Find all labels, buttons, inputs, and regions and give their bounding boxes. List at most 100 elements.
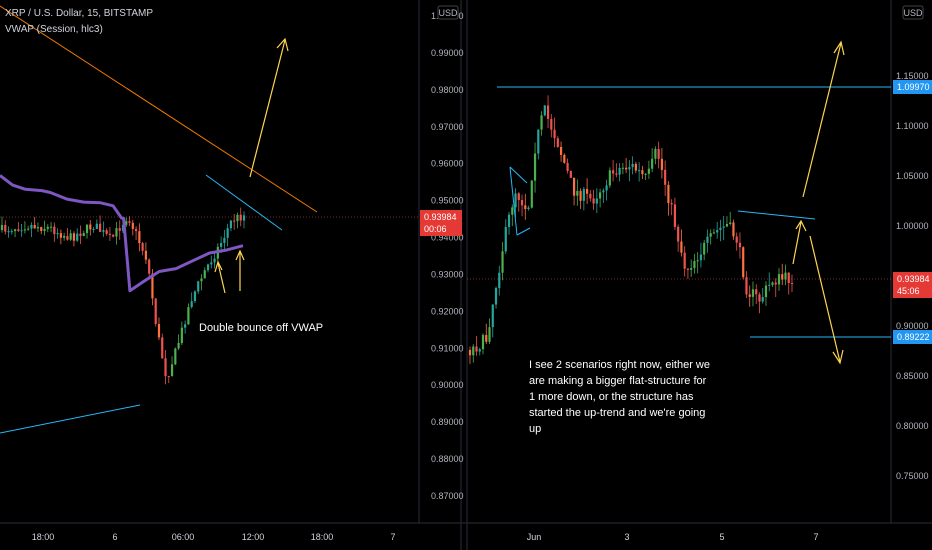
left-y-tick-2: 0.89000 [431, 417, 464, 427]
right-y-tick-6: 1.05000 [896, 171, 929, 181]
left-candle-43 [141, 241, 144, 256]
right-candle-46 [618, 163, 621, 182]
right-candle-68 [690, 259, 693, 277]
right-candle-81 [732, 219, 735, 240]
left-x-tick-1: 6 [112, 532, 117, 542]
right-candle-79 [725, 216, 729, 228]
right-candle-30 [566, 158, 569, 174]
right-currency-box[interactable] [902, 5, 924, 20]
left-candle-50 [164, 349, 167, 385]
left-candle-57 [187, 303, 190, 325]
right-candle-65 [680, 229, 683, 257]
left-candle-17 [56, 228, 59, 239]
left-candle-3 [10, 228, 13, 235]
left-candle-72 [236, 212, 239, 229]
right-candle-85 [745, 271, 748, 298]
right-candle-61 [667, 181, 670, 216]
right-short-up-arrow [792, 219, 807, 265]
right-candle-91 [764, 281, 768, 306]
right-candle-54 [644, 173, 647, 181]
left-y-tick-9: 0.96000 [431, 159, 464, 169]
left-candle-33 [108, 226, 112, 241]
left-candle-53 [174, 347, 177, 366]
left-candle-42 [138, 223, 141, 252]
right-candle-11 [504, 219, 507, 255]
right-candle-71 [699, 242, 703, 268]
right-candle-1 [472, 344, 475, 363]
left-candle-45 [148, 258, 151, 280]
left-candle-19 [63, 232, 66, 241]
right-candle-57 [654, 146, 657, 165]
left-flag-line [205, 174, 283, 231]
left-candle-40 [131, 219, 134, 236]
left-candle-15 [49, 221, 53, 233]
right-early-flag-left [509, 166, 518, 236]
right-candle-51 [634, 161, 637, 174]
left-x-tick-labels: 18:00 6 06:00 12:00 18:00 7 [32, 532, 396, 542]
left-candle-26 [85, 224, 89, 239]
right-candle-14 [514, 188, 517, 218]
right-candle-40 [599, 188, 602, 208]
right-candle-49 [628, 160, 631, 182]
left-candle-14 [46, 224, 49, 233]
right-candle-31 [569, 170, 572, 178]
right-x-tick-labels: Jun 3 5 7 [527, 532, 819, 542]
left-candle-60 [197, 280, 200, 294]
left-bounce-arrow-1 [214, 260, 226, 294]
right-annotation-line-3: 1 more down, or the structure has [529, 391, 694, 403]
left-candle-55 [180, 321, 183, 346]
left-x-tick-2: 06:00 [172, 532, 195, 542]
left-candle-34 [112, 234, 115, 238]
left-candle-41 [134, 226, 138, 241]
right-candle-2 [475, 336, 478, 356]
left-candle-59 [193, 290, 197, 304]
left-candle-11 [36, 222, 40, 233]
left-candle-30 [99, 215, 102, 233]
left-candle-6 [20, 223, 23, 237]
right-candle-96 [781, 263, 784, 286]
right-candle-44 [612, 160, 615, 182]
left-candle-28 [92, 226, 95, 233]
left-indicator-label: VWAP (Session, hlc3) [5, 24, 103, 35]
right-x-tick-0: Jun [527, 532, 542, 542]
left-candle-70 [229, 219, 233, 232]
left-currency-box[interactable] [437, 5, 459, 20]
left-candle-21 [69, 229, 72, 242]
right-currency-label: USD [903, 8, 923, 18]
right-candle-28 [559, 141, 563, 162]
left-y-tick-0: 0.87000 [431, 491, 464, 501]
right-candle-62 [670, 199, 673, 216]
right-candle-87 [751, 281, 755, 307]
left-candle-16 [53, 222, 56, 242]
right-annotation-line-5: up [529, 423, 541, 435]
right-candle-88 [755, 284, 758, 304]
right-candle-27 [556, 136, 559, 148]
left-x-tick-3: 12:00 [242, 532, 265, 542]
right-candle-23 [543, 104, 546, 117]
left-candle-69 [226, 223, 229, 247]
left-candle-10 [33, 217, 36, 229]
left-candle-71 [233, 213, 236, 230]
left-y-tick-11: 0.98000 [431, 85, 464, 95]
right-candle-17 [524, 193, 527, 220]
right-candle-25 [550, 113, 553, 138]
right-candle-78 [722, 216, 725, 241]
right-price-badge-value: 0.93984 [897, 274, 930, 284]
right-level-high-badge: 1.09970 [893, 80, 932, 94]
right-candle-93 [771, 281, 774, 288]
right-candle-3 [478, 347, 481, 356]
left-y-tick-8: 0.95000 [431, 196, 464, 206]
right-candle-76 [716, 221, 719, 239]
left-y-tick-1: 0.88000 [431, 454, 464, 464]
right-candle-39 [595, 188, 598, 214]
left-symbol-title: XRP / U.S. Dollar, 15, BITSTAMP [5, 8, 153, 19]
left-candle-2 [7, 226, 10, 238]
right-candle-34 [579, 188, 582, 209]
right-candle-26 [553, 117, 556, 148]
right-candle-66 [683, 246, 686, 277]
right-early-flag-bottom [516, 227, 531, 236]
right-candle-94 [774, 278, 777, 297]
left-y-tick-4: 0.91000 [431, 343, 464, 353]
left-currency-label: USD [438, 8, 458, 18]
